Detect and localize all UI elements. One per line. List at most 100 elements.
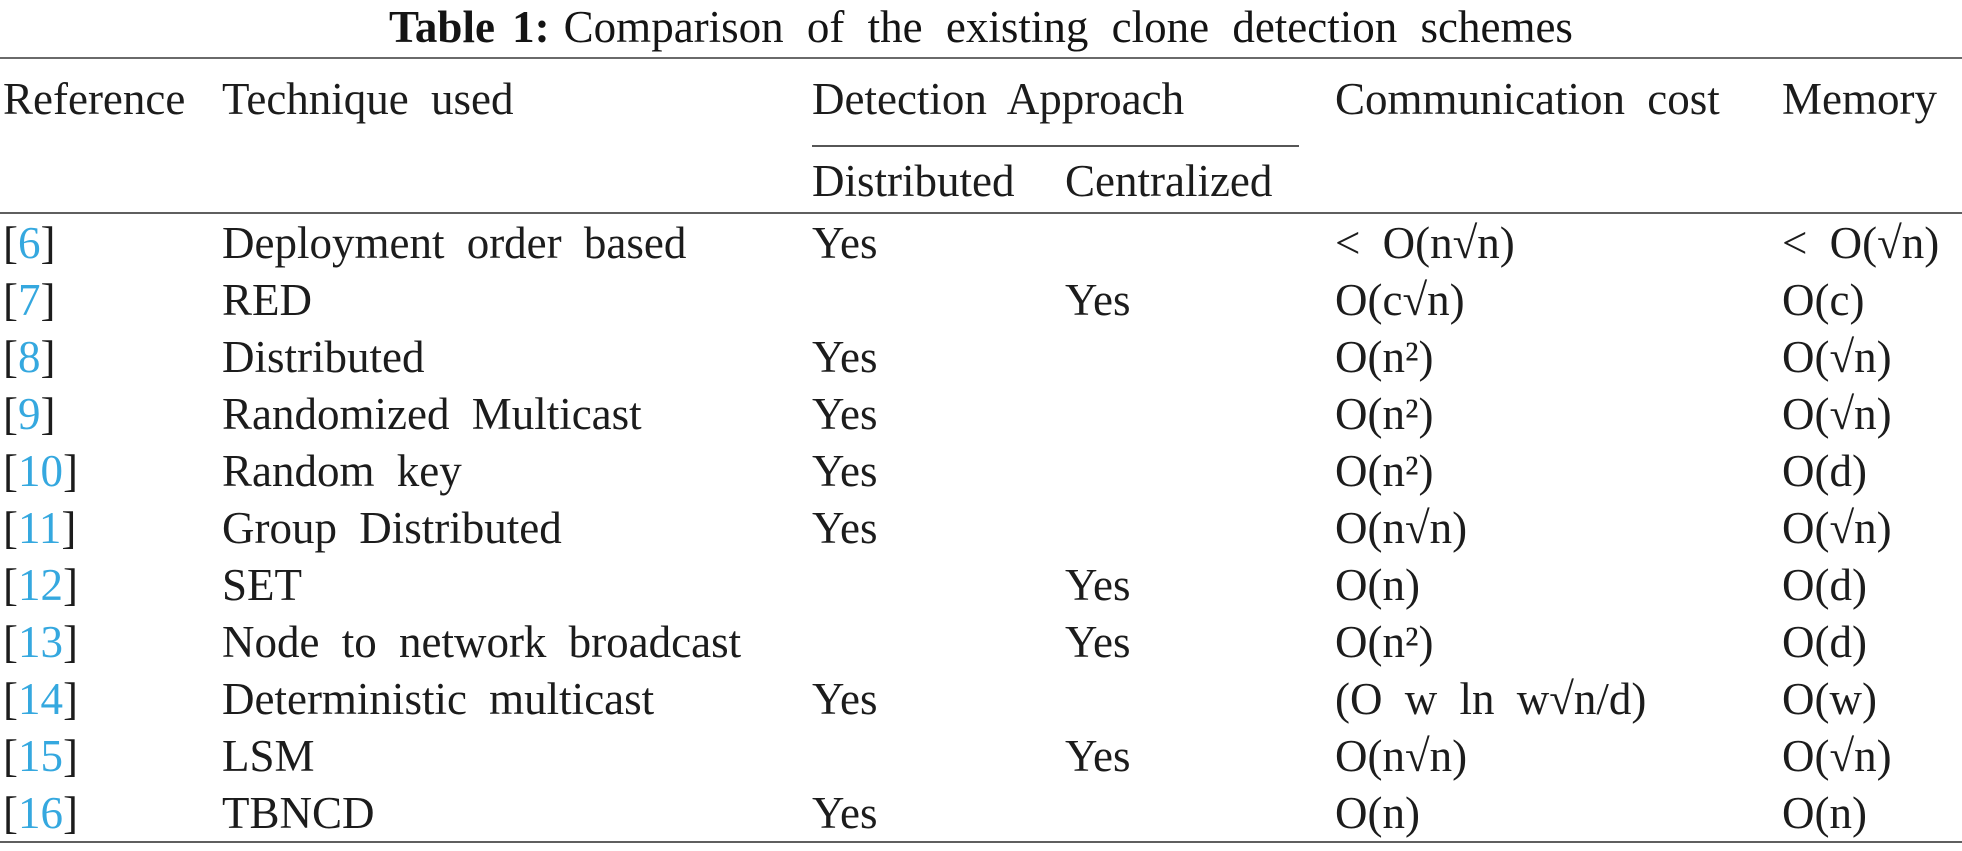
col-header-memory: Memory	[1782, 74, 1937, 124]
technique-cell: Random key	[222, 445, 462, 496]
distributed-cell	[812, 271, 1065, 328]
memory-cell: O(d)	[1782, 559, 1867, 610]
technique-cell: RED	[222, 274, 312, 325]
communication-cost-cell: O(n²)	[1335, 445, 1434, 496]
technique-cell: LSM	[222, 730, 315, 781]
distributed-cell: Yes	[812, 673, 878, 724]
technique-cell: TBNCD	[222, 787, 375, 838]
citation-close-bracket: ]	[63, 445, 78, 496]
citation-close-bracket: ]	[63, 616, 78, 667]
citation-open-bracket: [	[3, 787, 18, 838]
table-caption-text: Comparison of the existing clone detecti…	[563, 2, 1573, 52]
table-row: [12] SET Yes O(n) O(d)	[0, 556, 1962, 613]
col-header-technique-used: Technique used	[222, 74, 514, 124]
technique-cell: Node to network broadcast	[222, 616, 742, 667]
technique-cell: Randomized Multicast	[222, 388, 642, 439]
distributed-cell: Yes	[812, 445, 878, 496]
communication-cost-cell: < O(n√n)	[1335, 217, 1515, 268]
citation-link[interactable]: 12	[18, 559, 63, 610]
reference-cell: [7]	[0, 271, 222, 328]
communication-cost-cell: O(n√n)	[1335, 730, 1468, 781]
table-row: [7] RED Yes O(c√n) O(c)	[0, 271, 1962, 328]
centralized-cell: Yes	[1065, 616, 1131, 667]
table-row: [11] Group Distributed Yes O(n√n) O(√n)	[0, 499, 1962, 556]
memory-cell: O(√n)	[1782, 388, 1892, 439]
table-row: [15] LSM Yes O(n√n) O(√n)	[0, 727, 1962, 784]
citation-close-bracket: ]	[63, 673, 78, 724]
citation-link[interactable]: 10	[18, 445, 63, 496]
citation-open-bracket: [	[3, 388, 18, 439]
distributed-cell: Yes	[812, 502, 878, 553]
centralized-cell	[1065, 784, 1335, 842]
col-subheader-distributed: Distributed	[812, 156, 1015, 206]
citation-open-bracket: [	[3, 217, 18, 268]
table-row: [16] TBNCD Yes O(n) O(n)	[0, 784, 1962, 842]
clone-detection-comparison-table: Reference Technique used Detection Appro…	[0, 57, 1962, 843]
citation-open-bracket: [	[3, 274, 18, 325]
citation-open-bracket: [	[3, 616, 18, 667]
memory-cell: O(d)	[1782, 616, 1867, 667]
table-row: [9] Randomized Multicast Yes O(n²) O(√n)	[0, 385, 1962, 442]
table-row: [14] Deterministic multicast Yes (O w ln w√…	[0, 670, 1962, 727]
table-row: [10] Random key Yes O(n²) O(d)	[0, 442, 1962, 499]
distributed-cell	[812, 727, 1065, 784]
reference-cell: [11]	[0, 499, 222, 556]
citation-link[interactable]: 8	[18, 331, 41, 382]
distributed-cell: Yes	[812, 388, 878, 439]
reference-cell: [13]	[0, 613, 222, 670]
citation-close-bracket: ]	[63, 730, 78, 781]
citation-link[interactable]: 16	[18, 787, 63, 838]
col-header-reference: Reference	[3, 74, 186, 124]
centralized-cell	[1065, 670, 1335, 727]
reference-cell: [12]	[0, 556, 222, 613]
memory-cell: < O(√n)	[1782, 217, 1940, 268]
reference-cell: [15]	[0, 727, 222, 784]
citation-link[interactable]: 15	[18, 730, 63, 781]
citation-link[interactable]: 7	[18, 274, 41, 325]
communication-cost-cell: O(n√n)	[1335, 502, 1468, 553]
table-row: [6] Deployment order based Yes < O(n√n) < O(…	[0, 213, 1962, 271]
citation-link[interactable]: 6	[18, 217, 41, 268]
centralized-cell	[1065, 442, 1335, 499]
memory-cell: O(d)	[1782, 445, 1867, 496]
reference-cell: [8]	[0, 328, 222, 385]
table-row: [8] Distributed Yes O(n²) O(√n)	[0, 328, 1962, 385]
citation-link[interactable]: 14	[18, 673, 63, 724]
citation-close-bracket: ]	[40, 274, 56, 325]
memory-cell: O(√n)	[1782, 331, 1892, 382]
memory-cell: O(√n)	[1782, 502, 1892, 553]
reference-cell: [16]	[0, 784, 222, 842]
distributed-cell	[812, 613, 1065, 670]
table-caption-label: Table 1:	[389, 2, 550, 52]
centralized-cell	[1065, 328, 1335, 385]
technique-cell: Group Distributed	[222, 502, 562, 553]
reference-cell: [14]	[0, 670, 222, 727]
communication-cost-cell: O(c√n)	[1335, 274, 1465, 325]
citation-close-bracket: ]	[61, 502, 77, 553]
technique-cell: SET	[222, 559, 303, 610]
citation-link[interactable]: 11	[18, 502, 62, 553]
citation-open-bracket: [	[3, 502, 18, 553]
memory-cell: O(√n)	[1782, 730, 1892, 781]
col-header-communication-cost: Communication cost	[1335, 74, 1720, 124]
reference-cell: [10]	[0, 442, 222, 499]
distributed-cell: Yes	[812, 217, 878, 268]
distributed-cell	[812, 556, 1065, 613]
centralized-cell: Yes	[1065, 559, 1131, 610]
technique-cell: Distributed	[222, 331, 425, 382]
table-caption: Table 1: Comparison of the existing clone…	[0, 0, 1962, 55]
centralized-cell	[1065, 213, 1335, 271]
memory-cell: O(n)	[1782, 787, 1867, 838]
citation-link[interactable]: 13	[18, 616, 63, 667]
communication-cost-cell: O(n)	[1335, 559, 1420, 610]
table-header: Reference Technique used Detection Appro…	[0, 58, 1962, 213]
col-header-detection-approach: Detection Approach	[812, 58, 1335, 147]
memory-cell: O(w)	[1782, 673, 1877, 724]
memory-cell: O(c)	[1782, 274, 1865, 325]
communication-cost-cell: (O w ln w√n/d)	[1335, 673, 1647, 724]
centralized-cell	[1065, 499, 1335, 556]
citation-link[interactable]: 9	[18, 388, 41, 439]
centralized-cell: Yes	[1065, 274, 1131, 325]
citation-close-bracket: ]	[40, 331, 56, 382]
